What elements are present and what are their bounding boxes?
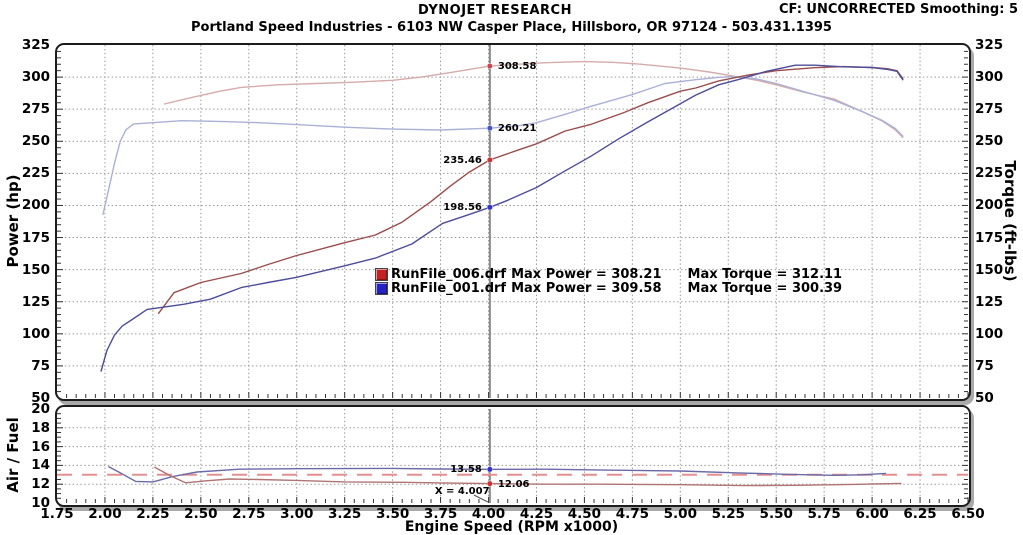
power-tick-label: 125 <box>21 293 50 310</box>
run-legend: RunFile_006.drf Max Power = 308.21 Max T… <box>375 266 843 296</box>
rpm-tick-label: 4.00 <box>471 506 506 522</box>
rpm-tick-label: 6.50 <box>951 506 985 522</box>
af-tick-label: 16 <box>31 438 50 455</box>
run006-max-torque: Max Torque = 312.11 <box>687 266 843 282</box>
rpm-tick-label: 2.00 <box>88 506 122 522</box>
rpm-tick-label: 1.75 <box>40 506 74 522</box>
af-tick-label: 18 <box>31 419 50 436</box>
rpm-tick-label: 3.50 <box>375 506 410 522</box>
rpm-tick-label: 5.00 <box>663 506 697 522</box>
run001-max-power: Max Power = 309.58 <box>511 280 662 296</box>
af-tick-label: 12 <box>31 476 50 493</box>
torque-tick-label: 125 <box>975 293 1004 310</box>
rpm-tick-label: 6.25 <box>903 506 937 522</box>
torque-tick-label: 225 <box>975 165 1004 182</box>
rpm-tick-label: 4.75 <box>615 506 650 522</box>
power-tick-label: 275 <box>21 101 50 118</box>
power-tick-label: 175 <box>21 229 50 246</box>
af-tick-label: 20 <box>31 401 50 417</box>
power-tick-label: 100 <box>21 325 50 342</box>
rpm-tick-label: 6.00 <box>855 506 889 522</box>
run006-max-power: Max Power = 308.21 <box>511 266 662 282</box>
run001-color-swatch <box>375 281 388 295</box>
rpm-tick-label: 3.75 <box>423 506 458 522</box>
power-tick-label: 200 <box>21 197 50 214</box>
rpm-tick-label: 5.75 <box>807 506 841 522</box>
torque-tick-label: 325 <box>975 37 1004 53</box>
legend-row-run006: RunFile_006.drf Max Power = 308.21 Max T… <box>375 266 843 282</box>
cursor-value-label: 308.58 <box>497 61 537 73</box>
torque-tick-label: 175 <box>975 229 1004 246</box>
torque-tick-label: 200 <box>975 197 1004 214</box>
run001-file-label: RunFile_001.drf <box>391 280 507 296</box>
cursor-value-label: 13.58 <box>450 464 482 476</box>
rpm-tick-label: 3.25 <box>328 506 362 522</box>
cursor-x-readout: X = 4.007 <box>434 486 490 497</box>
power-tick-label: 300 <box>21 69 50 86</box>
power-tick-label: 75 <box>31 357 50 374</box>
power-tick-label: 325 <box>21 37 50 53</box>
cursor-value-label: 198.56 <box>443 202 482 214</box>
rpm-tick-label: 2.75 <box>232 506 266 522</box>
rpm-tick-label: 4.25 <box>519 506 554 522</box>
shop-subtitle: Portland Speed Industries - 6103 NW Casp… <box>191 20 832 35</box>
power-tick-label: 150 <box>21 261 50 278</box>
brand-title: DYNOJET RESEARCH <box>418 3 572 18</box>
rpm-tick-label: 4.50 <box>567 506 602 522</box>
run001-max-torque: Max Torque = 300.39 <box>687 280 843 296</box>
cursor-value-label: 235.46 <box>443 154 482 166</box>
rpm-tick-label: 5.25 <box>711 506 745 522</box>
torque-tick-label: 75 <box>975 357 994 374</box>
torque-tick-label: 150 <box>975 261 1004 278</box>
power-axis-title: Power (hp) <box>4 174 22 268</box>
correction-smoothing-status: CF: UNCORRECTED Smoothing: 5 <box>779 2 1018 17</box>
rpm-tick-label: 3.00 <box>280 506 314 522</box>
cursor-value-label: 12.06 <box>497 478 530 490</box>
run006-file-label: RunFile_006.drf <box>391 266 507 282</box>
main-chart-frame <box>55 43 971 401</box>
af-tick-label: 14 <box>31 457 50 474</box>
legend-row-run001: RunFile_001.drf Max Power = 309.58 Max T… <box>375 280 843 296</box>
power-tick-label: 225 <box>21 165 50 182</box>
cursor-value-label: 260.21 <box>497 123 537 135</box>
x-axis-title: Engine Speed (RPM x1000) <box>404 519 619 535</box>
rpm-tick-label: 2.50 <box>184 506 218 522</box>
rpm-tick-label: 5.50 <box>759 506 793 522</box>
power-tick-label: 50 <box>31 390 50 406</box>
torque-tick-label: 100 <box>975 325 1004 342</box>
airfuel-chart-frame <box>55 405 971 507</box>
torque-tick-label: 275 <box>975 101 1004 118</box>
torque-tick-label: 300 <box>975 69 1004 86</box>
torque-tick-label: 50 <box>975 390 994 406</box>
power-tick-label: 250 <box>21 133 50 150</box>
torque-tick-label: 250 <box>975 133 1004 150</box>
rpm-tick-label: 2.25 <box>136 506 170 522</box>
run006-color-swatch <box>375 267 388 281</box>
af-tick-label: 10 <box>31 495 50 511</box>
